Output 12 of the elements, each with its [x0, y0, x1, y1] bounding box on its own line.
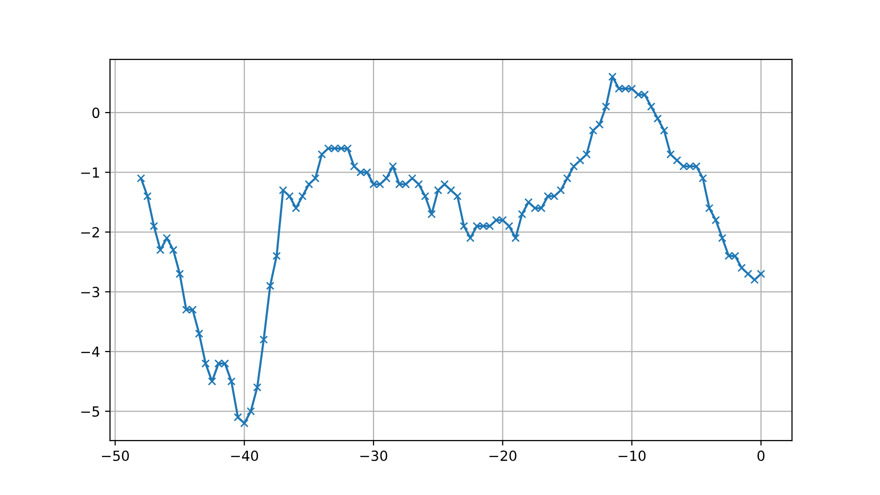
y-tick-label: −4: [81, 346, 100, 357]
y-tick-label: −3: [81, 286, 100, 298]
y-tick-label: 0: [92, 108, 100, 118]
x-tick-label: −20: [489, 450, 516, 462]
x-tick-label: −50: [102, 450, 129, 462]
x-tick-label: 0: [757, 450, 764, 462]
x-tick-label: −10: [618, 450, 646, 462]
x-tick-label: −40: [231, 450, 258, 462]
y-tick-label: −2: [81, 227, 99, 238]
y-tick-label: −1: [81, 167, 99, 178]
x-tick-label: −30: [360, 450, 388, 462]
y-tick-label: −5: [81, 406, 100, 417]
